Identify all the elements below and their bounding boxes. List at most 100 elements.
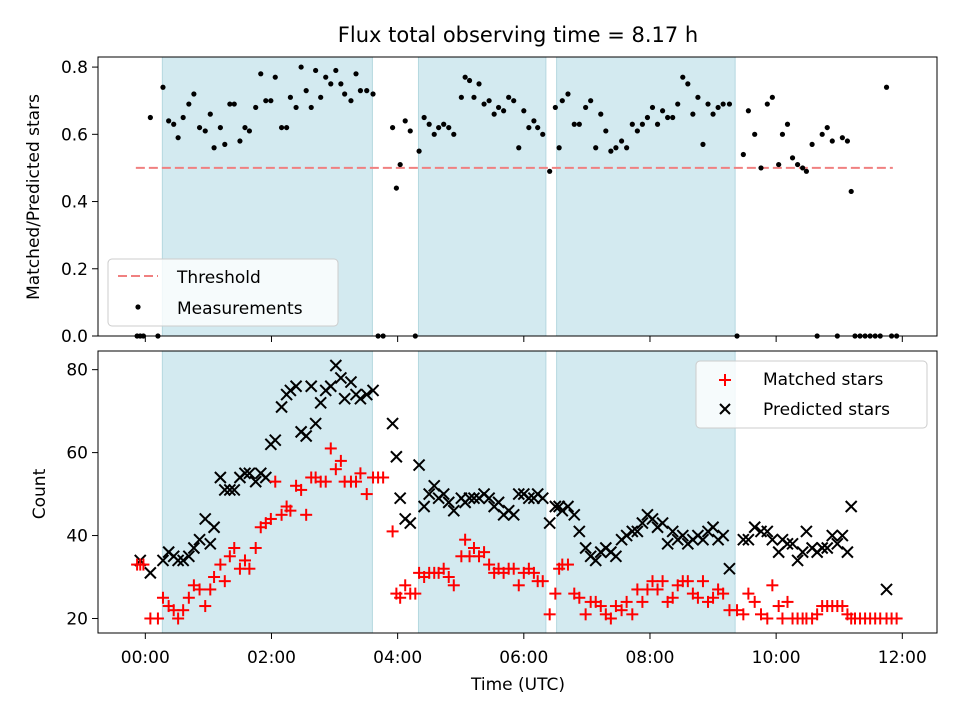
measurement-point xyxy=(318,94,324,100)
predicted-marker-stroke xyxy=(360,388,373,401)
measurement-point xyxy=(764,101,770,107)
measurement-point xyxy=(338,81,344,87)
measurement-point xyxy=(389,124,396,131)
matched-star-marker xyxy=(646,575,659,588)
top-axes-frame xyxy=(97,56,938,337)
predicted-marker-stroke xyxy=(589,554,602,567)
measurement-point xyxy=(608,148,614,154)
legend-measurements-swatch xyxy=(135,304,141,310)
predicted-marker-stroke xyxy=(492,496,505,509)
top-ytick-label: 0.0 xyxy=(61,327,88,347)
predicted-star-marker xyxy=(536,492,549,505)
predicted-marker-stroke xyxy=(636,516,649,530)
measurement-point xyxy=(407,128,413,134)
predicted-marker-stroke xyxy=(284,384,297,397)
predicted-star-marker xyxy=(156,554,170,567)
legend-matched-swatch xyxy=(719,374,731,386)
matched-star-marker xyxy=(573,591,586,604)
measurement-point xyxy=(665,114,671,121)
matched-star-marker xyxy=(890,612,903,625)
matched-star-markers xyxy=(131,442,903,625)
predicted-star-marker xyxy=(275,400,288,414)
measurement-point xyxy=(431,131,437,137)
predicted-marker-stroke xyxy=(243,467,256,480)
predicted-marker-stroke xyxy=(716,529,730,542)
predicted-star-marker xyxy=(656,516,669,530)
measurement-point xyxy=(246,128,252,134)
measurement-point xyxy=(451,131,457,137)
measurement-point xyxy=(211,145,217,151)
legend-measurements-label: Measurements xyxy=(177,299,303,319)
predicted-star-marker xyxy=(329,359,343,372)
measurement-point xyxy=(639,121,646,127)
predicted-marker-stroke xyxy=(761,525,774,538)
matched-star-marker xyxy=(656,575,669,588)
measurement-point xyxy=(263,98,269,104)
matched-star-marker xyxy=(561,558,574,571)
measurement-point xyxy=(175,135,181,141)
matched-star-marker xyxy=(507,562,520,575)
predicted-star-marker xyxy=(314,396,327,410)
matched-star-marker xyxy=(204,583,217,596)
matched-star-marker xyxy=(377,471,390,484)
matched-star-marker xyxy=(620,595,633,608)
predicted-marker-stroke xyxy=(156,554,170,567)
predicted-star-marker xyxy=(620,529,633,542)
matched-star-marker xyxy=(295,483,308,496)
measurement-point xyxy=(740,151,746,158)
measurement-point xyxy=(242,124,248,131)
predicted-marker-stroke xyxy=(204,537,217,551)
predicted-star-marker xyxy=(666,525,679,538)
matched-star-marker xyxy=(742,587,755,600)
measurement-point xyxy=(370,91,376,97)
shaded-interval-1 xyxy=(417,56,547,337)
measurement-point xyxy=(217,124,223,131)
xtick-label: 04:00 xyxy=(373,648,422,668)
shaded-interval-2 xyxy=(556,56,736,337)
predicted-star-marker xyxy=(334,371,348,385)
predicted-star-marker xyxy=(289,380,303,393)
matched-star-marker xyxy=(275,508,288,521)
matched-star-marker xyxy=(399,579,412,592)
predicted-marker-stroke xyxy=(706,521,720,534)
bottom-ytick-label: 40 xyxy=(66,527,88,547)
predicted-star-markers xyxy=(134,359,893,596)
measurement-point xyxy=(824,124,830,131)
predicted-marker-stroke xyxy=(626,525,639,538)
measurement-point xyxy=(278,124,285,131)
legend-predicted-label: Predicted stars xyxy=(763,400,890,420)
predicted-star-marker xyxy=(507,508,520,522)
predicted-star-marker xyxy=(512,487,525,501)
predicted-star-marker xyxy=(422,487,436,501)
predicted-marker-stroke xyxy=(324,380,337,393)
predicted-marker-stroke xyxy=(334,371,348,385)
predicted-star-marker xyxy=(761,525,774,538)
predicted-star-marker xyxy=(556,504,569,517)
predicted-marker-stroke xyxy=(314,396,327,410)
measurement-point xyxy=(402,118,408,124)
bottom-ytick-label: 20 xyxy=(66,609,88,629)
predicted-star-marker xyxy=(568,508,581,522)
measurement-point xyxy=(253,104,259,111)
matched-star-marker xyxy=(772,600,785,613)
predicted-marker-stroke xyxy=(796,545,809,559)
matched-star-marker xyxy=(594,600,607,613)
chart-title: Flux total observing time = 8.17 h xyxy=(338,23,698,47)
predicted-star-marker xyxy=(305,380,318,393)
predicted-marker-stroke xyxy=(815,541,829,555)
predicted-marker-stroke xyxy=(742,533,755,546)
measurement-point xyxy=(186,101,192,107)
predicted-marker-stroke xyxy=(299,429,313,443)
predicted-marker-stroke xyxy=(437,487,450,501)
measurement-point xyxy=(776,161,782,168)
predicted-marker-stroke xyxy=(646,512,659,526)
predicted-marker-stroke xyxy=(609,550,623,563)
predicted-star-marker xyxy=(831,537,844,551)
predicted-star-marker xyxy=(249,475,262,488)
predicted-star-marker xyxy=(815,541,829,555)
matched-star-marker xyxy=(761,612,774,625)
measurement-point xyxy=(629,121,635,127)
predicted-star-marker xyxy=(207,521,221,534)
measurement-point xyxy=(803,168,810,174)
measurement-point xyxy=(670,114,676,121)
